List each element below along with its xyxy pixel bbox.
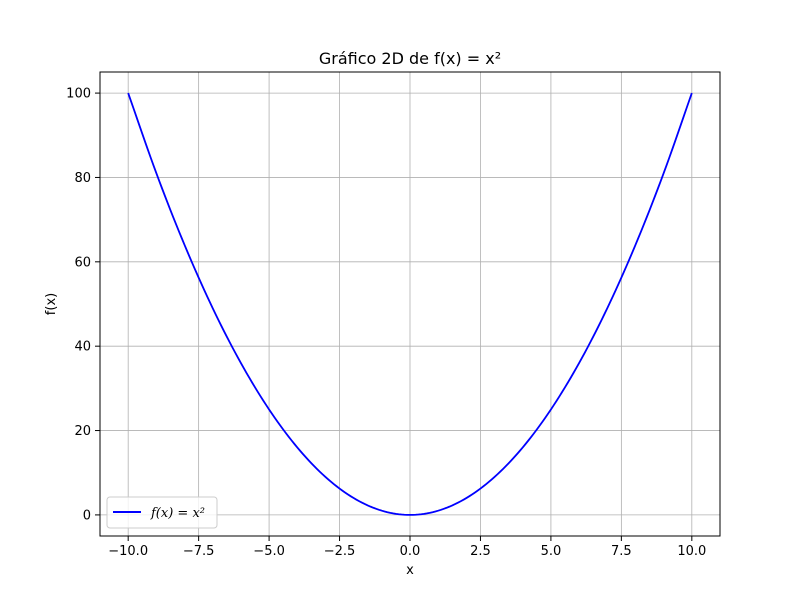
y-tick-label: 80: [74, 171, 91, 186]
y-tick-label: 40: [74, 340, 91, 355]
y-tick-label: 0: [83, 508, 91, 523]
legend: f(x) = x²: [106, 496, 218, 529]
series-layer: [127, 92, 693, 516]
y-axis-title: f(x): [44, 293, 59, 315]
y-tick-label: 20: [74, 424, 91, 439]
y-tick-label: 60: [74, 255, 91, 270]
x-tick-label: 2.5: [470, 544, 491, 559]
ticks: −10.0 −7.5 −5.0 −2.5 0.0 2.5 5.0 7.5 10.0 0 20 40 60…: [66, 87, 706, 559]
legend-box: [106, 496, 218, 529]
x-tick-label: −2.5: [324, 544, 356, 559]
chart-title: Gráfico 2D de f(x) = x²: [319, 49, 501, 68]
x-axis-title: x: [406, 563, 414, 578]
x-tick-label: −7.5: [183, 544, 215, 559]
x-tick-label: 7.5: [611, 544, 632, 559]
legend-label: f(x) = x²: [150, 506, 205, 521]
y-tick-label: 100: [66, 87, 91, 102]
x-tick-label: −10.0: [108, 544, 148, 559]
series-line: [127, 92, 693, 516]
x-tick-label: 5.0: [541, 544, 562, 559]
x-tick-label: −5.0: [253, 544, 285, 559]
x-tick-label: 0.0: [400, 544, 421, 559]
x-tick-label: 10.0: [677, 544, 706, 559]
